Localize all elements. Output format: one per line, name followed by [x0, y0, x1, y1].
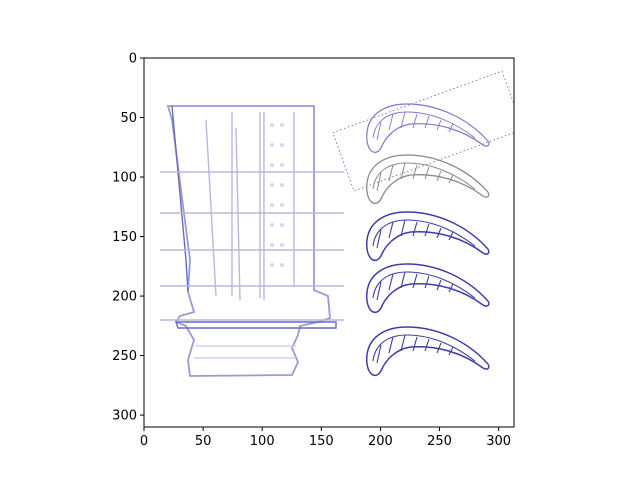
blade-drawing	[160, 105, 344, 377]
y-tick-label-1: 50	[120, 111, 137, 126]
y-tick-label-5: 250	[112, 349, 137, 364]
y-tick-label-0: 0	[129, 52, 137, 67]
plot-frame	[143, 57, 515, 428]
y-tick-label-2: 100	[112, 171, 137, 186]
x-tick-label-0: 0	[140, 434, 148, 449]
x-tick-label-5: 250	[427, 434, 452, 449]
x-tick-label-1: 50	[195, 434, 212, 449]
y-tick-label-3: 150	[112, 230, 137, 245]
x-tick-label-6: 300	[486, 434, 511, 449]
plot-area	[144, 58, 514, 427]
x-tick-label-3: 150	[309, 434, 334, 449]
x-tick-label-2: 100	[250, 434, 275, 449]
y-tick-label-4: 200	[112, 290, 137, 305]
x-axis: 0 50 100 150 200 250 300	[140, 427, 511, 449]
y-axis: 0 50 100 150 200 250 300	[112, 52, 144, 424]
x-tick-label-4: 200	[368, 434, 393, 449]
y-tick-label-6: 300	[112, 409, 137, 424]
